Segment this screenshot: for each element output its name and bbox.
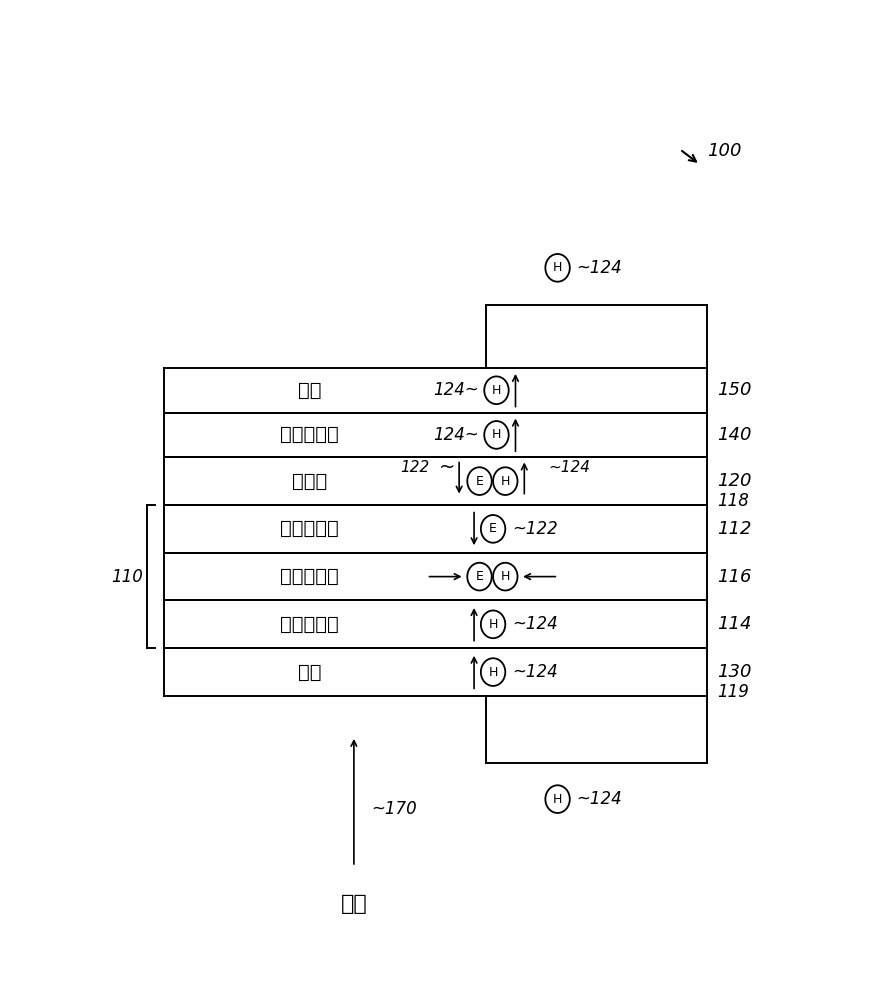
- Text: 114: 114: [717, 615, 752, 633]
- Text: H: H: [491, 428, 501, 441]
- Text: 电子传输层: 电子传输层: [280, 519, 339, 538]
- Text: ~124: ~124: [576, 259, 622, 277]
- Text: 119: 119: [717, 683, 749, 701]
- Text: ~124: ~124: [512, 615, 558, 633]
- Text: H: H: [500, 570, 510, 583]
- Text: E: E: [476, 570, 484, 583]
- Text: H: H: [489, 666, 498, 679]
- Text: 124~: 124~: [433, 381, 479, 399]
- Text: H: H: [553, 261, 562, 274]
- Text: ~: ~: [439, 458, 456, 477]
- Text: 阴极: 阴极: [298, 381, 321, 400]
- Text: 130: 130: [717, 663, 752, 681]
- Text: 空穴传输层: 空穴传输层: [280, 425, 339, 444]
- Text: 阳极: 阳极: [298, 663, 321, 682]
- Text: H: H: [500, 475, 510, 488]
- Text: 116: 116: [717, 568, 752, 586]
- Text: ~170: ~170: [371, 800, 417, 818]
- Text: 112: 112: [717, 520, 752, 538]
- Text: ~124: ~124: [512, 663, 558, 681]
- Text: 110: 110: [111, 568, 144, 586]
- Text: 纳米结构层: 纳米结构层: [280, 567, 339, 586]
- Text: 活性层: 活性层: [293, 472, 328, 491]
- Text: 光子: 光子: [341, 894, 367, 914]
- Text: H: H: [491, 384, 501, 397]
- Text: E: E: [489, 522, 497, 535]
- Text: E: E: [476, 475, 484, 488]
- Text: H: H: [553, 793, 562, 806]
- Text: H: H: [489, 618, 498, 631]
- Text: ~124: ~124: [548, 460, 590, 475]
- Text: 150: 150: [717, 381, 752, 399]
- Text: 122: 122: [400, 460, 430, 475]
- Text: ~122: ~122: [512, 520, 558, 538]
- Text: 124~: 124~: [433, 426, 479, 444]
- Text: 140: 140: [717, 426, 752, 444]
- Text: 120: 120: [717, 472, 752, 490]
- Text: ~124: ~124: [576, 790, 622, 808]
- Text: 100: 100: [707, 142, 741, 160]
- Text: 空穴传输层: 空穴传输层: [280, 615, 339, 634]
- Text: 118: 118: [717, 492, 749, 510]
